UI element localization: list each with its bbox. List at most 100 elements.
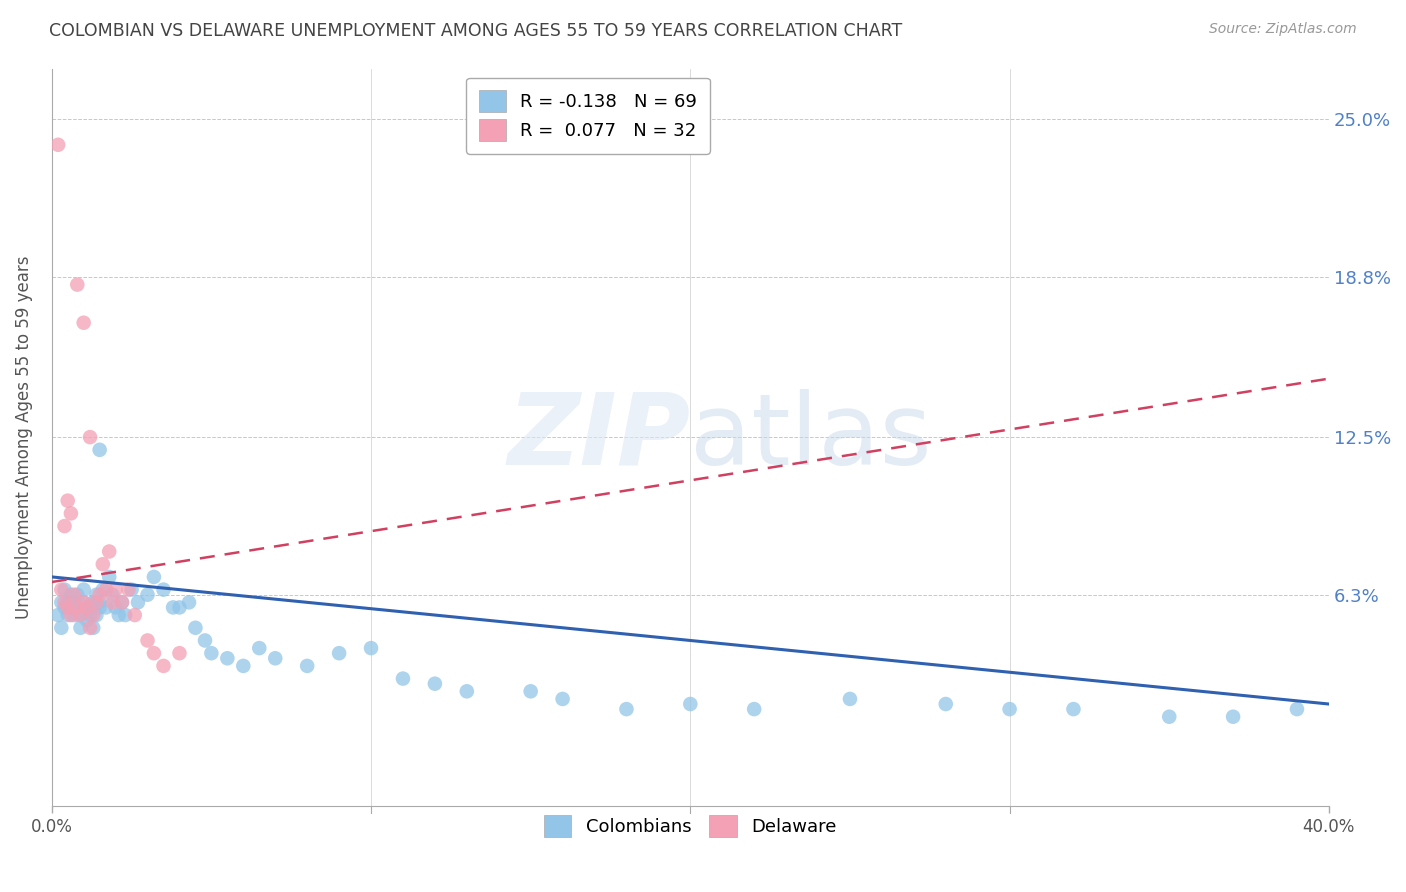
Point	[66, 588, 89, 602]
Point	[82, 595, 104, 609]
Point	[89, 442, 111, 457]
Point	[136, 633, 159, 648]
Text: COLOMBIAN VS DELAWARE UNEMPLOYMENT AMONG AGES 55 TO 59 YEARS CORRELATION CHART: COLOMBIAN VS DELAWARE UNEMPLOYMENT AMONG…	[49, 22, 903, 40]
Text: atlas: atlas	[690, 389, 932, 485]
Point	[76, 600, 98, 615]
Text: ZIP: ZIP	[508, 389, 690, 485]
Point	[136, 588, 159, 602]
Point	[59, 608, 82, 623]
Point	[1285, 702, 1308, 716]
Point	[114, 608, 136, 623]
Point	[66, 277, 89, 292]
Point	[82, 608, 104, 623]
Y-axis label: Unemployment Among Ages 55 to 59 years: Unemployment Among Ages 55 to 59 years	[15, 255, 32, 619]
Point	[169, 646, 191, 660]
Point	[162, 600, 184, 615]
Point	[66, 600, 89, 615]
Point	[328, 646, 350, 660]
Point	[169, 600, 191, 615]
Point	[295, 659, 318, 673]
Point	[53, 600, 76, 615]
Point	[73, 316, 96, 330]
Point	[742, 702, 765, 716]
Point	[1159, 710, 1181, 724]
Point	[66, 600, 89, 615]
Point	[56, 595, 79, 609]
Point	[89, 588, 111, 602]
Point	[184, 621, 207, 635]
Point	[200, 646, 222, 660]
Point	[98, 570, 121, 584]
Point	[1222, 710, 1244, 724]
Point	[69, 608, 91, 623]
Point	[839, 692, 862, 706]
Point	[46, 608, 69, 623]
Point	[59, 588, 82, 602]
Point	[56, 600, 79, 615]
Point	[91, 558, 114, 572]
Point	[79, 608, 101, 623]
Point	[142, 570, 165, 584]
Point	[53, 519, 76, 533]
Point	[121, 582, 143, 597]
Point	[98, 544, 121, 558]
Point	[392, 672, 415, 686]
Point	[79, 621, 101, 635]
Point	[51, 582, 73, 597]
Point	[79, 600, 101, 615]
Point	[56, 493, 79, 508]
Point	[53, 582, 76, 597]
Point	[104, 582, 127, 597]
Point	[79, 430, 101, 444]
Point	[69, 608, 91, 623]
Point	[1062, 702, 1084, 716]
Point	[217, 651, 239, 665]
Point	[86, 608, 108, 623]
Point	[53, 595, 76, 609]
Point	[360, 641, 382, 656]
Point	[152, 582, 174, 597]
Point	[247, 641, 270, 656]
Point	[194, 633, 217, 648]
Point	[94, 600, 117, 615]
Point	[63, 608, 86, 623]
Point	[73, 595, 96, 609]
Point	[551, 692, 574, 706]
Point	[63, 595, 86, 609]
Point	[111, 595, 134, 609]
Text: Source: ZipAtlas.com: Source: ZipAtlas.com	[1209, 22, 1357, 37]
Point	[127, 595, 149, 609]
Point	[679, 697, 702, 711]
Point	[124, 608, 146, 623]
Point	[46, 137, 69, 152]
Point	[51, 621, 73, 635]
Point	[86, 588, 108, 602]
Point	[101, 588, 124, 602]
Point	[177, 595, 200, 609]
Point	[107, 608, 129, 623]
Point	[73, 595, 96, 609]
Point	[117, 582, 139, 597]
Point	[104, 600, 127, 615]
Point	[142, 646, 165, 660]
Point	[51, 595, 73, 609]
Point	[935, 697, 957, 711]
Point	[111, 595, 134, 609]
Point	[101, 595, 124, 609]
Point	[264, 651, 287, 665]
Point	[94, 582, 117, 597]
Point	[63, 588, 86, 602]
Point	[152, 659, 174, 673]
Point	[998, 702, 1021, 716]
Point	[519, 684, 541, 698]
Point	[616, 702, 638, 716]
Point	[76, 613, 98, 627]
Point	[82, 621, 104, 635]
Point	[56, 608, 79, 623]
Point	[69, 621, 91, 635]
Point	[91, 582, 114, 597]
Point	[423, 676, 446, 690]
Point	[76, 600, 98, 615]
Legend: Colombians, Delaware: Colombians, Delaware	[537, 808, 844, 845]
Point	[59, 507, 82, 521]
